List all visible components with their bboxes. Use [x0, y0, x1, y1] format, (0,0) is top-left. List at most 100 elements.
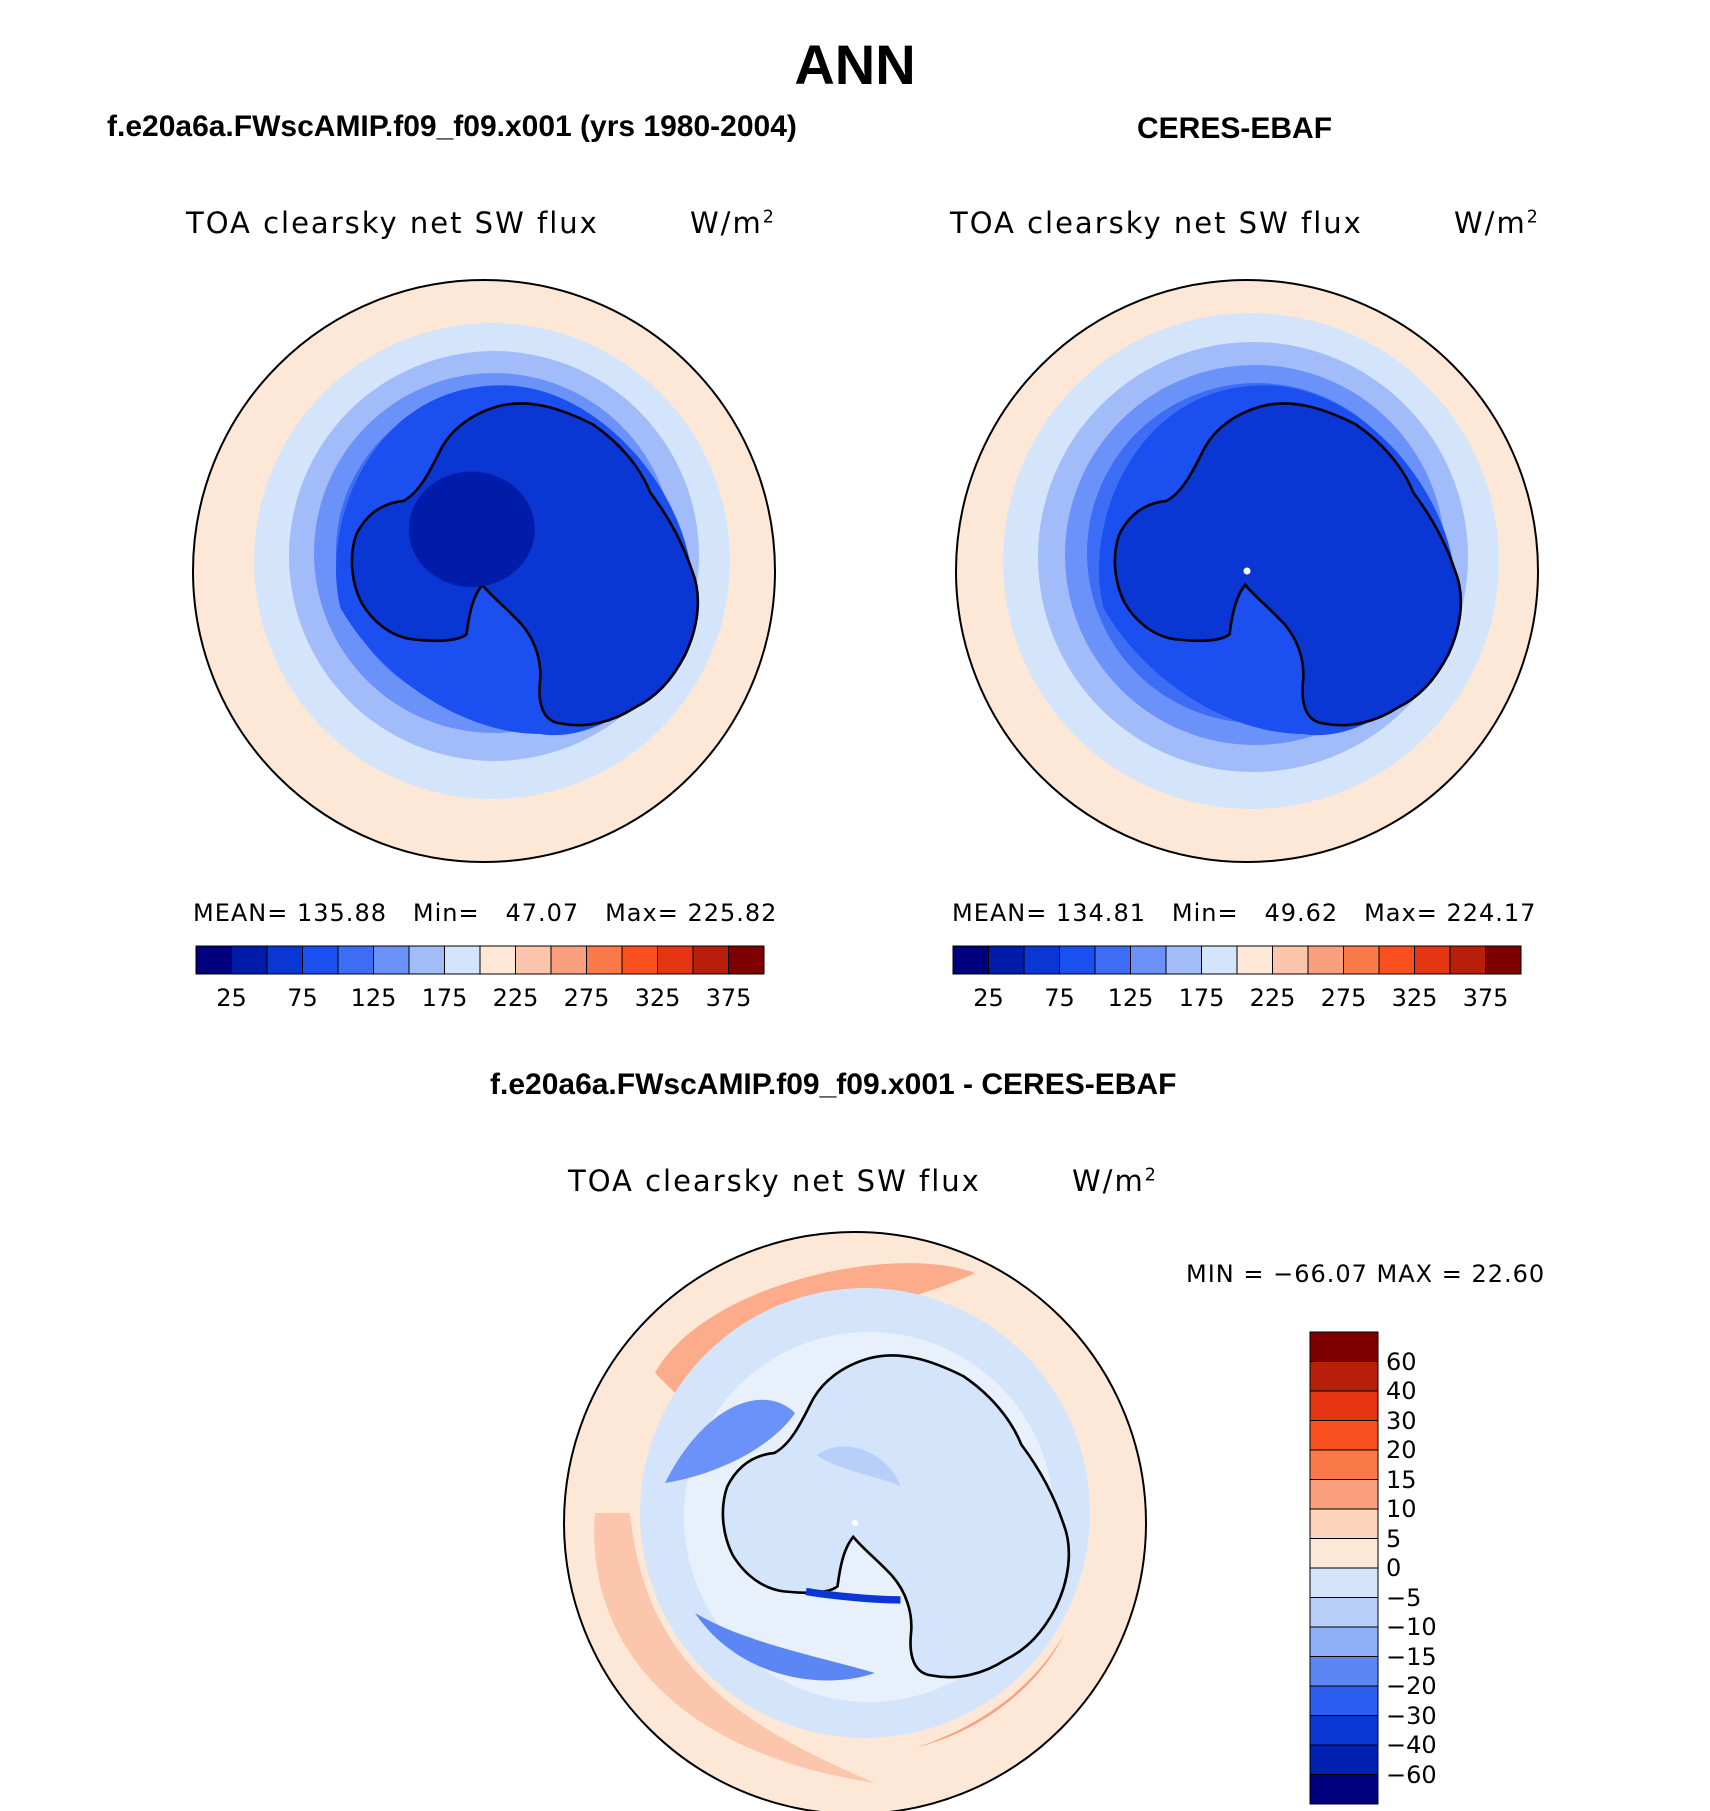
- model-colorbar-box: [550, 945, 587, 975]
- diff-colorbar-tick-label: 0: [1386, 1554, 1402, 1582]
- obs-colorbar-box: [1094, 945, 1131, 975]
- obs-units-label: W/m2: [1454, 206, 1540, 240]
- model-max-value: 225.82: [687, 899, 778, 927]
- obs-colorbar-box: [1307, 945, 1344, 975]
- diff-colorbar: [1309, 1331, 1379, 1805]
- model-colorbar-tick-label: 325: [634, 984, 681, 1012]
- model-colorbar-box: [444, 945, 481, 975]
- diff-colorbar-box: [1309, 1774, 1379, 1805]
- main-title: ANN: [794, 33, 916, 96]
- model-min-value: 47.07: [505, 899, 580, 927]
- model-colorbar-tick-label: 175: [421, 984, 468, 1012]
- diff-minmax: MIN = −66.07 MAX = 22.60: [1186, 1260, 1546, 1288]
- obs-colorbar-box: [1272, 945, 1309, 975]
- diff-colorbar-box: [1309, 1715, 1379, 1746]
- model-colorbar-box: [586, 945, 623, 975]
- obs-colorbar-tick-label: 25: [973, 984, 1004, 1012]
- obs-mean-value: 134.81: [1056, 899, 1146, 927]
- diff-colorbar-box: [1309, 1331, 1379, 1362]
- model-colorbar-box: [195, 945, 232, 975]
- model-colorbar-box: [302, 945, 339, 975]
- model-colorbar-box: [408, 945, 445, 975]
- model-colorbar-tick-label: 275: [563, 984, 610, 1012]
- diff-variable-label: TOA clearsky net SW flux: [568, 1164, 981, 1198]
- obs-map: [955, 279, 1539, 863]
- diff-map-frame: [563, 1231, 1147, 1811]
- diff-colorbar-box: [1309, 1390, 1379, 1421]
- obs-colorbar-tick-label: 75: [1044, 984, 1075, 1012]
- obs-stats: MEAN= 134.81 Min= 49.62 Max= 224.17: [952, 899, 1536, 927]
- model-colorbar-tick-label: 75: [287, 984, 318, 1012]
- obs-colorbar-box: [1201, 945, 1238, 975]
- model-colorbar: [195, 945, 765, 975]
- obs-colorbar-box: [1378, 945, 1415, 975]
- diff-colorbar-tick-label: 30: [1386, 1406, 1417, 1435]
- model-units-label: W/m2: [690, 206, 776, 240]
- diff-antarctica: [721, 1354, 1071, 1679]
- diff-case-title: f.e20a6a.FWscAMIP.f09_f09.x001 - CERES-E…: [490, 1068, 1177, 1101]
- obs-colorbar-box: [1130, 945, 1167, 975]
- model-variable-label: TOA clearsky net SW flux: [186, 206, 599, 240]
- model-colorbar-box: [692, 945, 729, 975]
- model-colorbar-tick-label: 25: [216, 984, 247, 1012]
- diff-colorbar-tick-label: 60: [1386, 1347, 1417, 1376]
- model-min-label: Min=: [412, 899, 480, 927]
- model-antarctica: [336, 385, 700, 736]
- diff-colorbar-box: [1309, 1508, 1379, 1539]
- model-colorbar-box: [266, 945, 303, 975]
- obs-colorbar: [952, 945, 1522, 975]
- obs-mean-label: MEAN=: [952, 899, 1048, 927]
- diff-colorbar-tick-label: −5: [1386, 1583, 1422, 1612]
- diff-colorbar-tick-label: −15: [1386, 1642, 1437, 1671]
- model-colorbar-box: [728, 945, 765, 975]
- model-colorbar-box: [373, 945, 410, 975]
- diff-colorbar-box: [1309, 1626, 1379, 1657]
- model-map-frame: [192, 279, 776, 863]
- diff-colorbar-box: [1309, 1479, 1379, 1510]
- diff-units-label: W/m2: [1072, 1164, 1158, 1198]
- diff-colorbar-tick-label: −60: [1386, 1760, 1437, 1789]
- obs-colorbar-box: [1343, 945, 1380, 975]
- obs-colorbar-tick-label: 375: [1462, 984, 1509, 1012]
- model-colorbar-tick-label: 125: [350, 984, 397, 1012]
- diff-colorbar-tick-label: −40: [1386, 1731, 1437, 1759]
- diff-colorbar-tick-label: 15: [1386, 1465, 1417, 1494]
- diff-colorbar-box: [1309, 1685, 1379, 1716]
- model-colorbar-box: [621, 945, 658, 975]
- model-colorbar-box: [479, 945, 516, 975]
- diff-colorbar-tick-label: 40: [1386, 1377, 1417, 1405]
- diff-colorbar-box: [1309, 1656, 1379, 1687]
- obs-colorbar-box: [988, 945, 1025, 975]
- obs-colorbar-box: [1023, 945, 1060, 975]
- obs-antarctica: [1099, 385, 1463, 736]
- model-colorbar-box: [231, 945, 268, 975]
- obs-colorbar-box: [1414, 945, 1451, 975]
- diff-colorbar-tick-label: −20: [1386, 1672, 1437, 1700]
- obs-colorbar-tick-label: 275: [1320, 984, 1367, 1012]
- model-colorbar-box: [515, 945, 552, 975]
- diff-colorbar-box: [1309, 1538, 1379, 1569]
- diff-colorbar-box: [1309, 1449, 1379, 1480]
- diff-colorbar-box: [1309, 1744, 1379, 1775]
- obs-colorbar-tick-label: 325: [1391, 984, 1438, 1012]
- model-mean-label: MEAN=: [193, 899, 289, 927]
- obs-colorbar-box: [1236, 945, 1273, 975]
- diff-colorbar-tick-label: −10: [1386, 1613, 1437, 1641]
- model-max-label: Max=: [605, 899, 679, 927]
- model-stats: MEAN= 135.88 Min= 47.07 Max= 225.82: [193, 899, 777, 927]
- obs-colorbar-box: [1059, 945, 1096, 975]
- diff-colorbar-tick-label: 20: [1386, 1436, 1417, 1464]
- model-mean-value: 135.88: [297, 899, 387, 927]
- obs-colorbar-box: [952, 945, 989, 975]
- obs-colorbar-box: [1165, 945, 1202, 975]
- obs-colorbar-box: [1449, 945, 1486, 975]
- model-colorbar-box: [337, 945, 374, 975]
- diff-colorbar-box: [1309, 1597, 1379, 1628]
- obs-variable-label: TOA clearsky net SW flux: [950, 206, 1363, 240]
- obs-colorbar-box: [1485, 945, 1522, 975]
- diff-map: [563, 1231, 1147, 1811]
- diff-colorbar-tick-label: −30: [1386, 1701, 1437, 1730]
- obs-colorbar-tick-label: 125: [1107, 984, 1154, 1012]
- diff-colorbar-box: [1309, 1567, 1379, 1598]
